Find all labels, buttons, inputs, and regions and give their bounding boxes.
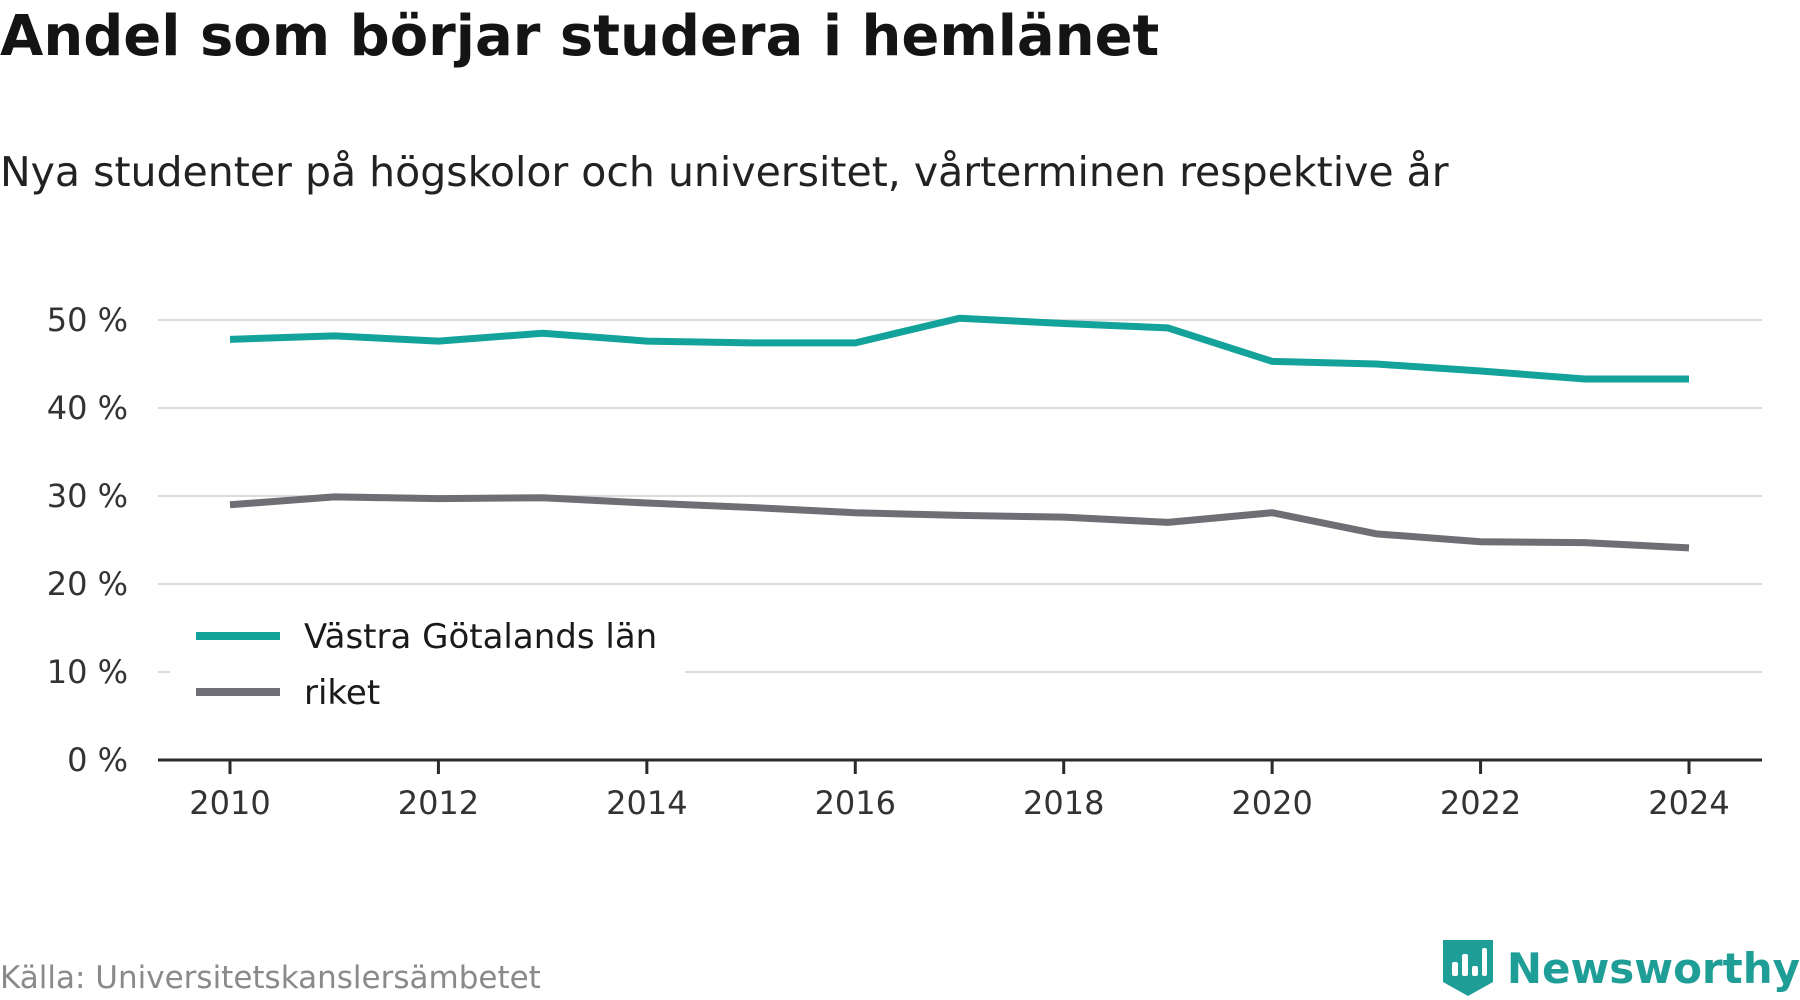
newsworthy-logo-icon	[1442, 940, 1493, 996]
series-line-1	[229, 493, 1690, 552]
legend-background	[170, 600, 685, 730]
y-tick-label: 20 %	[47, 565, 128, 603]
x-tick-label: 2024	[1648, 784, 1729, 822]
legend-label: riket	[304, 673, 380, 713]
y-tick-label: 30 %	[47, 477, 128, 515]
y-tick-label: 50 %	[47, 301, 128, 339]
x-axis-labels: 2010 2012 2014 2016 2018 2020 2022 2024	[189, 784, 1729, 822]
series-lines	[229, 314, 1690, 552]
x-axis	[158, 758, 1762, 774]
x-tick-label: 2016	[815, 784, 896, 822]
x-tick-label: 2012	[398, 784, 479, 822]
y-axis-labels: 0 % 10 % 20 % 30 % 40 % 50 %	[47, 301, 128, 779]
brand-logo: Newsworthy	[1442, 938, 1800, 998]
source-note: Källa: Universitetskanslersämbetet	[0, 960, 541, 996]
y-tick-label: 0 %	[67, 741, 128, 779]
series-line-0	[229, 314, 1689, 383]
y-tick-label: 40 %	[47, 389, 128, 427]
x-tick-label: 2020	[1231, 784, 1312, 822]
x-tick-label: 2010	[189, 784, 270, 822]
x-tick-label: 2022	[1440, 784, 1521, 822]
y-tick-label: 10 %	[47, 653, 128, 691]
legend-label: Västra Götalands län	[304, 617, 657, 657]
legend: Västra Götalands län riket	[170, 600, 685, 730]
line-chart: 0 % 10 % 20 % 30 % 40 % 50 % 2010 2012 2014 2016…	[47, 301, 1762, 822]
x-tick-label: 2018	[1023, 784, 1104, 822]
brand-name: Newsworthy	[1506, 943, 1800, 993]
x-tick-label: 2014	[606, 784, 687, 822]
chart-title: Andel som börjar studera i hemlänet	[0, 4, 1160, 69]
chart-subtitle: Nya studenter på högskolor och universit…	[0, 148, 1449, 196]
